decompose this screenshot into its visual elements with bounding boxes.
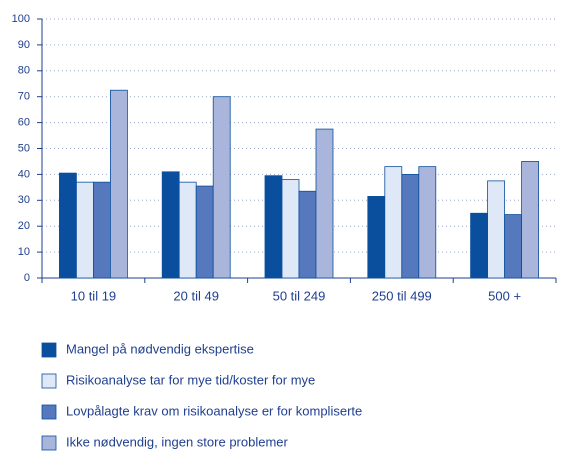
legend-label: Risikoanalyse tar for mye tid/koster for… bbox=[66, 372, 315, 387]
bar bbox=[487, 180, 506, 279]
legend-label: Lovpålagte krav om risikoanalyse er for … bbox=[66, 403, 362, 418]
x-tick-label: 250 til 499 bbox=[372, 288, 432, 303]
y-tick-label: 20 bbox=[18, 220, 30, 232]
bar bbox=[195, 185, 214, 279]
x-tick-label: 20 til 49 bbox=[173, 288, 219, 303]
y-tick-label: 100 bbox=[12, 13, 30, 25]
y-tick-label: 30 bbox=[18, 194, 30, 206]
y-tick-label: 90 bbox=[18, 39, 30, 51]
y-tick-label: 0 bbox=[24, 272, 30, 284]
bar bbox=[298, 190, 317, 279]
bar bbox=[59, 172, 77, 279]
bar bbox=[315, 128, 334, 279]
bar bbox=[93, 181, 111, 279]
legend-swatch bbox=[41, 342, 57, 358]
legend-swatch bbox=[41, 404, 57, 420]
legend-label: Ikke nødvendig, ingen store problemer bbox=[66, 434, 289, 449]
legend-label: Mangel på nødvendig ekspertise bbox=[66, 341, 254, 356]
y-tick-label: 50 bbox=[18, 142, 30, 154]
y-tick-label: 40 bbox=[18, 168, 30, 180]
bar bbox=[401, 173, 420, 279]
legend-swatch bbox=[41, 373, 57, 389]
y-tick-label: 10 bbox=[18, 246, 30, 258]
bar bbox=[384, 166, 403, 279]
x-tick-label: 10 til 19 bbox=[71, 288, 117, 303]
bar bbox=[110, 89, 128, 279]
bar bbox=[161, 171, 180, 279]
bar bbox=[504, 214, 523, 279]
y-tick-label: 70 bbox=[18, 91, 30, 103]
x-tick-label: 50 til 249 bbox=[273, 288, 326, 303]
legend-swatch bbox=[41, 435, 57, 451]
bar bbox=[418, 166, 437, 279]
y-tick-label: 60 bbox=[18, 117, 30, 129]
y-tick-label: 80 bbox=[18, 65, 30, 77]
bar bbox=[212, 96, 231, 279]
bar bbox=[521, 161, 539, 279]
bar bbox=[367, 196, 386, 279]
bar bbox=[470, 212, 489, 279]
x-tick-label: 500 + bbox=[488, 288, 521, 303]
bar bbox=[178, 181, 197, 279]
bar bbox=[76, 181, 94, 279]
bar bbox=[281, 179, 300, 279]
bar bbox=[264, 175, 283, 279]
